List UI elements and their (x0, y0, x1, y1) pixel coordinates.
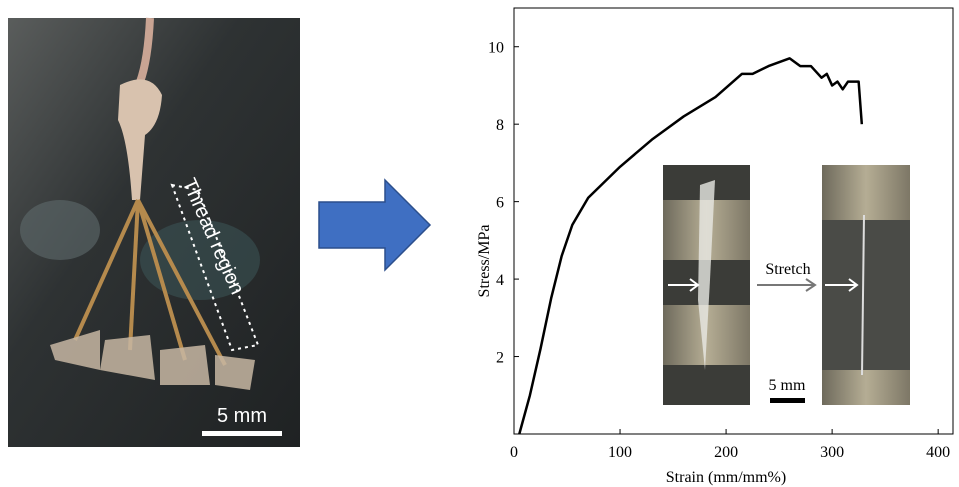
y-tick-label: 4 (496, 272, 504, 289)
y-tick-label: 8 (496, 117, 504, 134)
y-tick-label: 2 (496, 350, 504, 367)
x-tick-label: 200 (714, 444, 738, 461)
x-tick-label: 0 (510, 444, 518, 461)
y-axis-label: Stress/MPa (476, 225, 493, 298)
inset-photos (663, 165, 910, 405)
specimen-photo: Thread region 5 mm (8, 18, 300, 447)
inset-scale: 5 mm (769, 377, 806, 394)
y-tick-label: 10 (488, 40, 504, 57)
flow-arrow (319, 180, 430, 270)
figure: Thread region 5 mm 0 100 200 300 400 2 4 6 8 10 St… (0, 0, 959, 487)
x-tick-label: 300 (820, 444, 844, 461)
x-tick-label: 400 (926, 444, 950, 461)
y-tick-label: 6 (496, 195, 504, 212)
inset-label: Stretch (765, 261, 810, 278)
x-tick-label: 100 (608, 444, 632, 461)
x-axis-label: Strain (mm/mm%) (666, 469, 786, 486)
photo-scale: 5 mm (217, 405, 267, 427)
